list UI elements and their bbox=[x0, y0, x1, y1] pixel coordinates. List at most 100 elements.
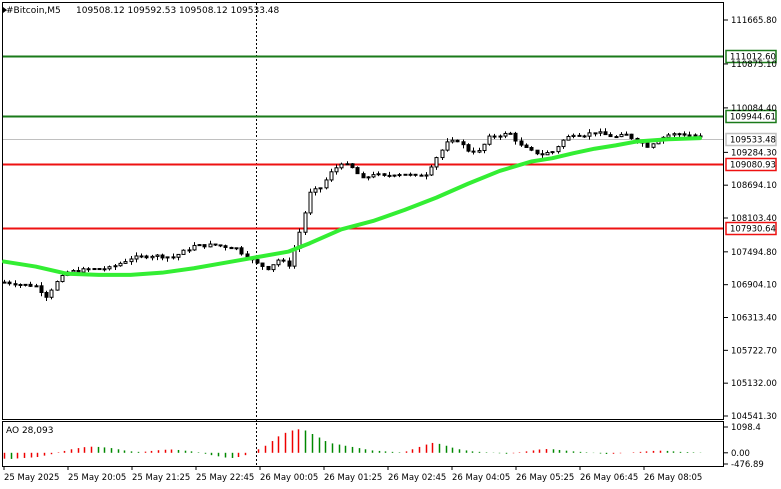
candle-body bbox=[23, 283, 28, 286]
candle-body bbox=[614, 136, 619, 139]
candle-body bbox=[408, 173, 413, 176]
candle-body bbox=[281, 259, 286, 262]
candle-body bbox=[608, 134, 613, 138]
y-axis-tick-label: 110875.10 bbox=[731, 60, 777, 70]
y-axis-tick-label: 108103.40 bbox=[731, 214, 777, 224]
candle-body bbox=[566, 136, 571, 141]
candle-body bbox=[339, 163, 344, 169]
x-axis-tick-label: 26 May 02:45 bbox=[388, 473, 446, 483]
x-axis-tick-label: 25 May 20:05 bbox=[68, 473, 126, 483]
candle-body bbox=[403, 173, 408, 176]
candle-body bbox=[202, 244, 207, 248]
y-axis-tick-label: 108694.10 bbox=[731, 181, 777, 191]
candle-body bbox=[97, 268, 102, 271]
candle-body bbox=[287, 260, 292, 267]
candle-body bbox=[44, 292, 49, 298]
candle-body bbox=[13, 283, 18, 286]
candle-body bbox=[492, 135, 497, 138]
candle-body bbox=[81, 268, 86, 273]
candle-body bbox=[603, 131, 608, 136]
candle-body bbox=[355, 167, 360, 175]
candle-body bbox=[102, 268, 107, 271]
candle-body bbox=[171, 256, 176, 259]
candle-body bbox=[129, 258, 134, 263]
candle-body bbox=[693, 134, 698, 137]
candle-body bbox=[313, 188, 318, 193]
candle-body bbox=[92, 268, 97, 271]
candle-body bbox=[429, 166, 434, 176]
candle-body bbox=[318, 187, 323, 190]
candle-body bbox=[645, 142, 650, 148]
candle-body bbox=[76, 270, 81, 273]
candle-body bbox=[434, 157, 439, 168]
candle-body bbox=[471, 150, 476, 153]
candle-body bbox=[508, 132, 513, 135]
candle-body bbox=[677, 133, 682, 136]
candle-body bbox=[424, 174, 429, 177]
candle-body bbox=[55, 281, 60, 291]
candle-body bbox=[150, 255, 155, 259]
candle-body bbox=[371, 174, 376, 178]
y-axis-tick-label: 104541.30 bbox=[731, 412, 777, 422]
candle-body bbox=[535, 149, 540, 155]
candle-body bbox=[366, 176, 371, 179]
resistance-level-tag bbox=[725, 49, 777, 64]
candle-body bbox=[28, 283, 33, 287]
resistance-level-tag bbox=[725, 109, 777, 124]
candle-body bbox=[482, 143, 487, 152]
candle-body bbox=[529, 147, 534, 151]
candle-body bbox=[513, 132, 518, 142]
current-level-label: 109533.48 bbox=[730, 136, 776, 146]
candle-body bbox=[123, 261, 128, 264]
candle-body bbox=[593, 132, 598, 135]
candle-body bbox=[266, 265, 271, 271]
candle-body bbox=[113, 265, 118, 268]
support-level-label: 107930.64 bbox=[730, 225, 776, 235]
candle-body bbox=[18, 283, 23, 286]
candle-body bbox=[187, 249, 192, 252]
candle-body bbox=[524, 144, 529, 149]
y-axis-tick-label: 111665.80 bbox=[731, 16, 777, 26]
x-axis-tick-label: 26 May 01:25 bbox=[324, 473, 382, 483]
candle-body bbox=[455, 139, 460, 143]
ao-indicator-label: AO 28,093 bbox=[6, 426, 53, 436]
candle-body bbox=[498, 135, 503, 138]
candle-body bbox=[419, 174, 424, 177]
candle-body bbox=[413, 173, 418, 176]
candle-body bbox=[223, 245, 228, 248]
candle-body bbox=[60, 274, 65, 283]
candle-body bbox=[324, 179, 329, 189]
chart-ohlc: 109508.12 109592.53 109508.12 109533.48 bbox=[76, 6, 280, 16]
ao-panel-frame bbox=[2, 421, 724, 467]
candle-body bbox=[134, 255, 139, 260]
y-axis-tick-label: 106904.10 bbox=[731, 281, 777, 291]
candle-body bbox=[503, 132, 508, 137]
candle-body bbox=[687, 134, 692, 137]
y-axis-tick-label: 109284.30 bbox=[731, 148, 777, 158]
candle-body bbox=[577, 134, 582, 137]
candle-body bbox=[550, 151, 555, 154]
candle-body bbox=[619, 133, 624, 138]
candle-body bbox=[466, 144, 471, 152]
candle-body bbox=[350, 163, 355, 169]
candle-body bbox=[239, 247, 244, 255]
candle-body bbox=[387, 174, 392, 177]
candle-body bbox=[71, 270, 76, 273]
current-level-tag bbox=[725, 132, 777, 147]
candle-body bbox=[107, 266, 112, 270]
support-level-tag bbox=[725, 157, 777, 172]
candle-body bbox=[165, 256, 170, 259]
resistance-level-label: 111012.60 bbox=[730, 53, 776, 63]
candle-body bbox=[181, 249, 186, 255]
support-level-label: 109080.93 bbox=[730, 161, 776, 171]
candle-body bbox=[255, 259, 260, 264]
y-axis-tick-label: 105722.70 bbox=[731, 346, 777, 356]
candle-body bbox=[192, 244, 197, 251]
candle-body bbox=[276, 259, 281, 266]
candle-body bbox=[308, 191, 313, 214]
candle-body bbox=[624, 133, 629, 136]
candle-body bbox=[234, 247, 239, 250]
candle-body bbox=[519, 140, 524, 146]
x-axis-tick-label: 26 May 06:45 bbox=[580, 473, 638, 483]
